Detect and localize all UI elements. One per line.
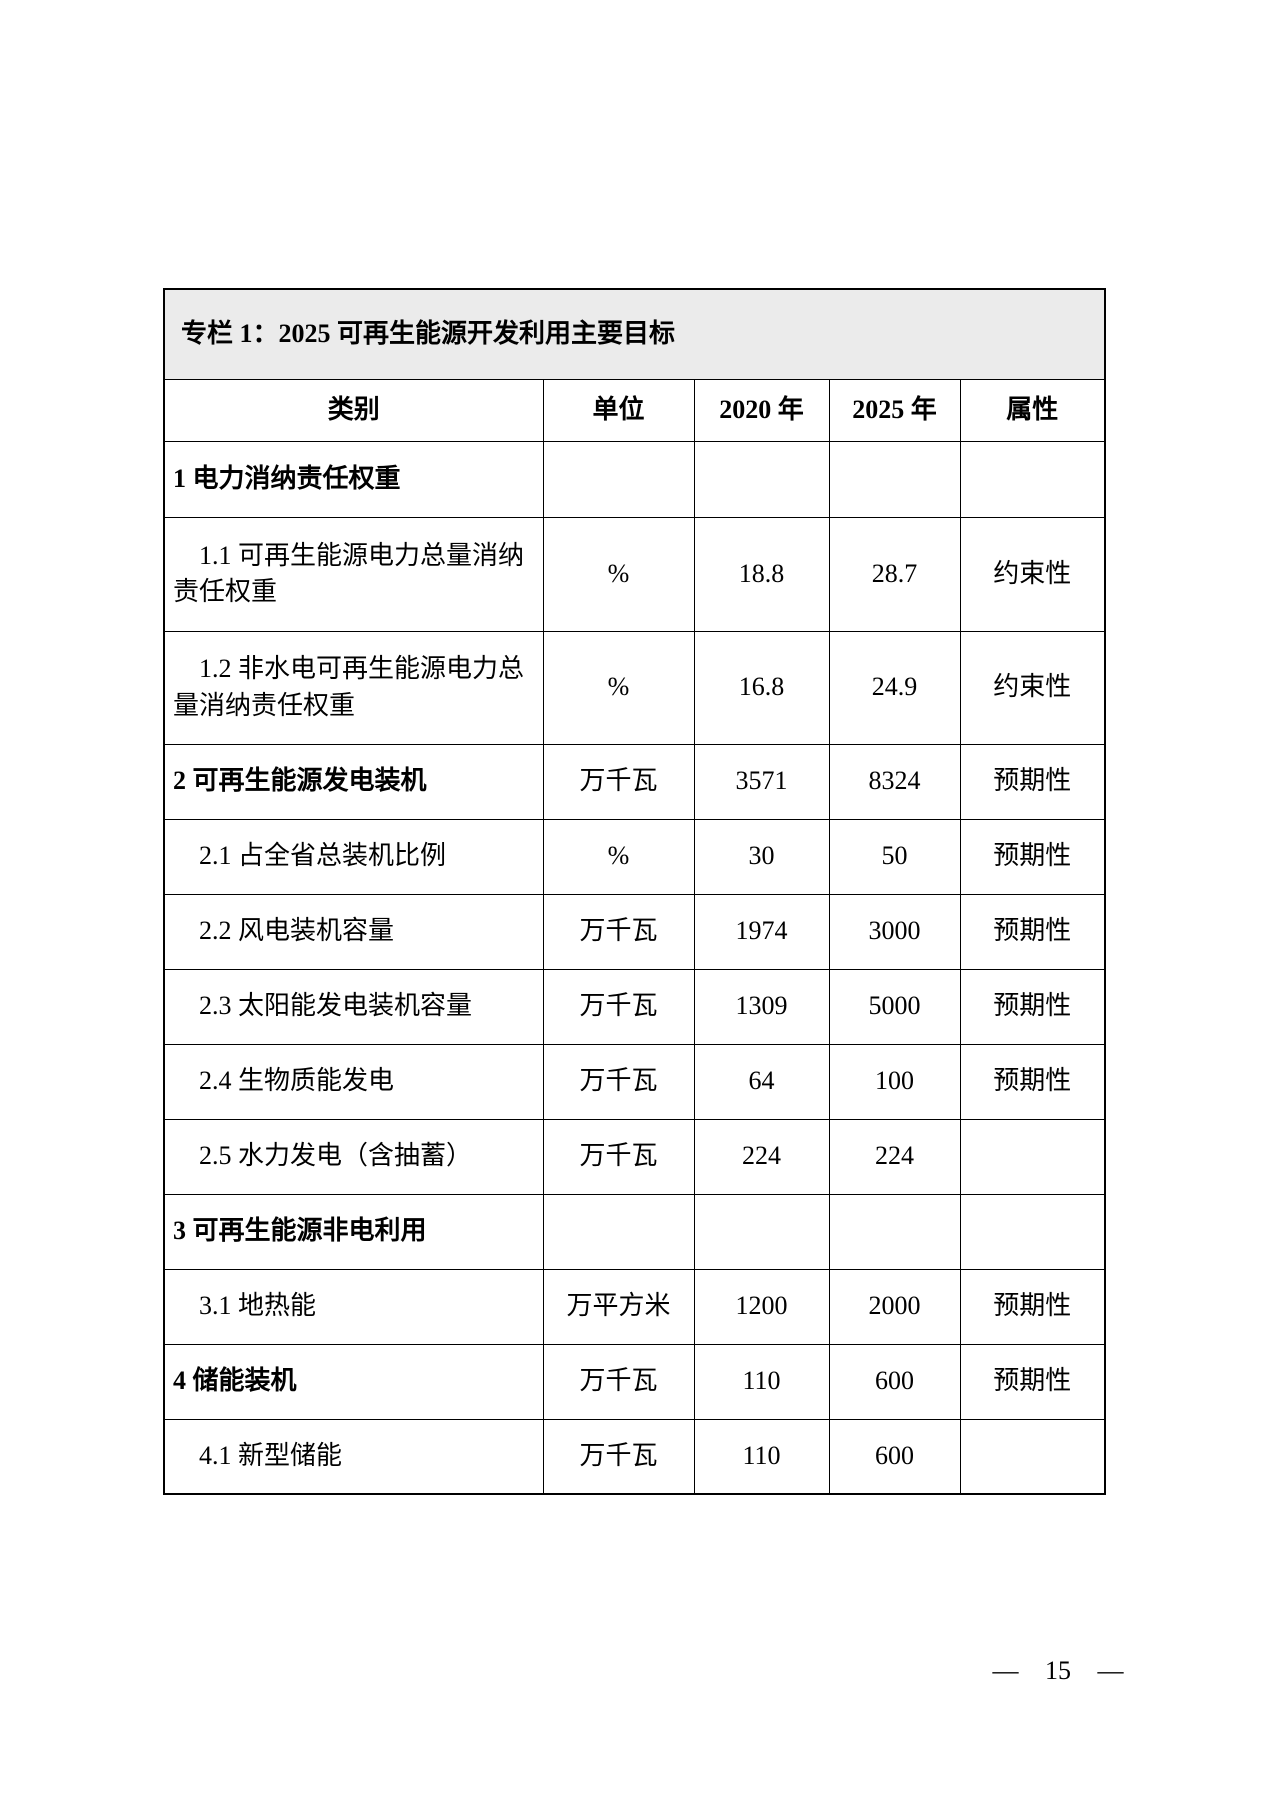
cell-attribute: 预期性	[959, 743, 1106, 820]
cell-category: 4 储能装机	[163, 1343, 544, 1420]
cell-unit: %	[542, 630, 695, 745]
cell-attribute	[959, 1118, 1106, 1195]
table-row: 4 储能装机 万千瓦 110 600 预期性	[163, 1343, 1106, 1420]
cell-attribute: 预期性	[959, 818, 1106, 895]
cell-2020: 1974	[693, 893, 830, 970]
cell-attribute: 约束性	[959, 516, 1106, 632]
cell-attribute	[959, 1193, 1106, 1270]
cell-attribute	[959, 1418, 1106, 1495]
col-header-2025: 2025 年	[828, 378, 961, 442]
cell-2025: 50	[828, 818, 961, 895]
cell-category: 1.2 非水电可再生能源电力总量消纳责任权重	[163, 630, 544, 745]
table-row: 2.2 风电装机容量 万千瓦 1974 3000 预期性	[163, 893, 1106, 970]
cell-unit	[542, 440, 695, 518]
col-header-2020: 2020 年	[693, 378, 830, 442]
page-number: — 15 —	[992, 1656, 1124, 1685]
cell-unit: 万千瓦	[542, 1343, 695, 1420]
cell-unit: 万千瓦	[542, 1118, 695, 1195]
cell-category: 3.1 地热能	[163, 1268, 544, 1345]
cell-category: 2.4 生物质能发电	[163, 1043, 544, 1120]
cell-2025: 28.7	[828, 516, 961, 632]
cell-2020: 110	[693, 1418, 830, 1495]
col-header-unit: 单位	[542, 378, 695, 442]
table-row: 1.2 非水电可再生能源电力总量消纳责任权重 % 16.8 24.9 约束性	[163, 630, 1106, 745]
table-row: 4.1 新型储能 万千瓦 110 600	[163, 1418, 1106, 1495]
cell-unit: 万千瓦	[542, 968, 695, 1045]
table-title-row: 专栏 1：2025 可再生能源开发利用主要目标	[163, 288, 1106, 380]
cell-unit: 万千瓦	[542, 1418, 695, 1495]
cell-2020: 30	[693, 818, 830, 895]
cell-2025: 3000	[828, 893, 961, 970]
table-row: 3.1 地热能 万平方米 1200 2000 预期性	[163, 1268, 1106, 1345]
cell-2025	[828, 1193, 961, 1270]
cell-category: 2.5 水力发电（含抽蓄）	[163, 1118, 544, 1195]
cell-attribute: 预期性	[959, 1343, 1106, 1420]
cell-category: 2.1 占全省总装机比例	[163, 818, 544, 895]
table-row: 2.4 生物质能发电 万千瓦 64 100 预期性	[163, 1043, 1106, 1120]
cell-unit: 万千瓦	[542, 743, 695, 820]
cell-2020: 110	[693, 1343, 830, 1420]
table-header-row: 类别 单位 2020 年 2025 年 属性	[163, 378, 1106, 442]
cell-unit	[542, 1193, 695, 1270]
cell-2020: 1200	[693, 1268, 830, 1345]
cell-category: 3 可再生能源非电利用	[163, 1193, 544, 1270]
cell-2025: 8324	[828, 743, 961, 820]
cell-2025: 600	[828, 1343, 961, 1420]
cell-unit: 万千瓦	[542, 893, 695, 970]
cell-2025	[828, 440, 961, 518]
table-row: 3 可再生能源非电利用	[163, 1193, 1106, 1270]
cell-category: 4.1 新型储能	[163, 1418, 544, 1495]
cell-attribute	[959, 440, 1106, 518]
cell-2020	[693, 440, 830, 518]
cell-unit: 万千瓦	[542, 1043, 695, 1120]
cell-2020: 64	[693, 1043, 830, 1120]
cell-2020: 224	[693, 1118, 830, 1195]
cell-category: 1.1 可再生能源电力总量消纳责任权重	[163, 516, 544, 632]
cell-2025: 224	[828, 1118, 961, 1195]
table-row: 2.1 占全省总装机比例 % 30 50 预期性	[163, 818, 1106, 895]
cell-attribute: 预期性	[959, 1043, 1106, 1120]
cell-unit: %	[542, 818, 695, 895]
table-row: 1.1 可再生能源电力总量消纳责任权重 % 18.8 28.7 约束性	[163, 516, 1106, 632]
cell-2025: 2000	[828, 1268, 961, 1345]
cell-category: 2.2 风电装机容量	[163, 893, 544, 970]
table-row: 2.3 太阳能发电装机容量 万千瓦 1309 5000 预期性	[163, 968, 1106, 1045]
table-row: 2 可再生能源发电装机 万千瓦 3571 8324 预期性	[163, 743, 1106, 820]
cell-2025: 600	[828, 1418, 961, 1495]
cell-2020: 16.8	[693, 630, 830, 745]
cell-attribute: 约束性	[959, 630, 1106, 745]
table-row: 1 电力消纳责任权重	[163, 440, 1106, 518]
cell-2020: 18.8	[693, 516, 830, 632]
col-header-attribute: 属性	[959, 378, 1106, 442]
cell-attribute: 预期性	[959, 1268, 1106, 1345]
cell-category: 2 可再生能源发电装机	[163, 743, 544, 820]
cell-attribute: 预期性	[959, 968, 1106, 1045]
table-row: 2.5 水力发电（含抽蓄） 万千瓦 224 224	[163, 1118, 1106, 1195]
cell-2020	[693, 1193, 830, 1270]
cell-2025: 5000	[828, 968, 961, 1045]
col-header-category: 类别	[163, 378, 544, 442]
table-title: 专栏 1：2025 可再生能源开发利用主要目标	[163, 288, 1106, 380]
cell-2025: 24.9	[828, 630, 961, 745]
cell-2020: 3571	[693, 743, 830, 820]
cell-unit: 万平方米	[542, 1268, 695, 1345]
cell-unit: %	[542, 516, 695, 632]
cell-2025: 100	[828, 1043, 961, 1120]
cell-attribute: 预期性	[959, 893, 1106, 970]
renewable-energy-targets-table: 专栏 1：2025 可再生能源开发利用主要目标 类别 单位 2020 年 202…	[163, 288, 1107, 1495]
cell-category: 1 电力消纳责任权重	[163, 440, 544, 518]
cell-2020: 1309	[693, 968, 830, 1045]
cell-category: 2.3 太阳能发电装机容量	[163, 968, 544, 1045]
